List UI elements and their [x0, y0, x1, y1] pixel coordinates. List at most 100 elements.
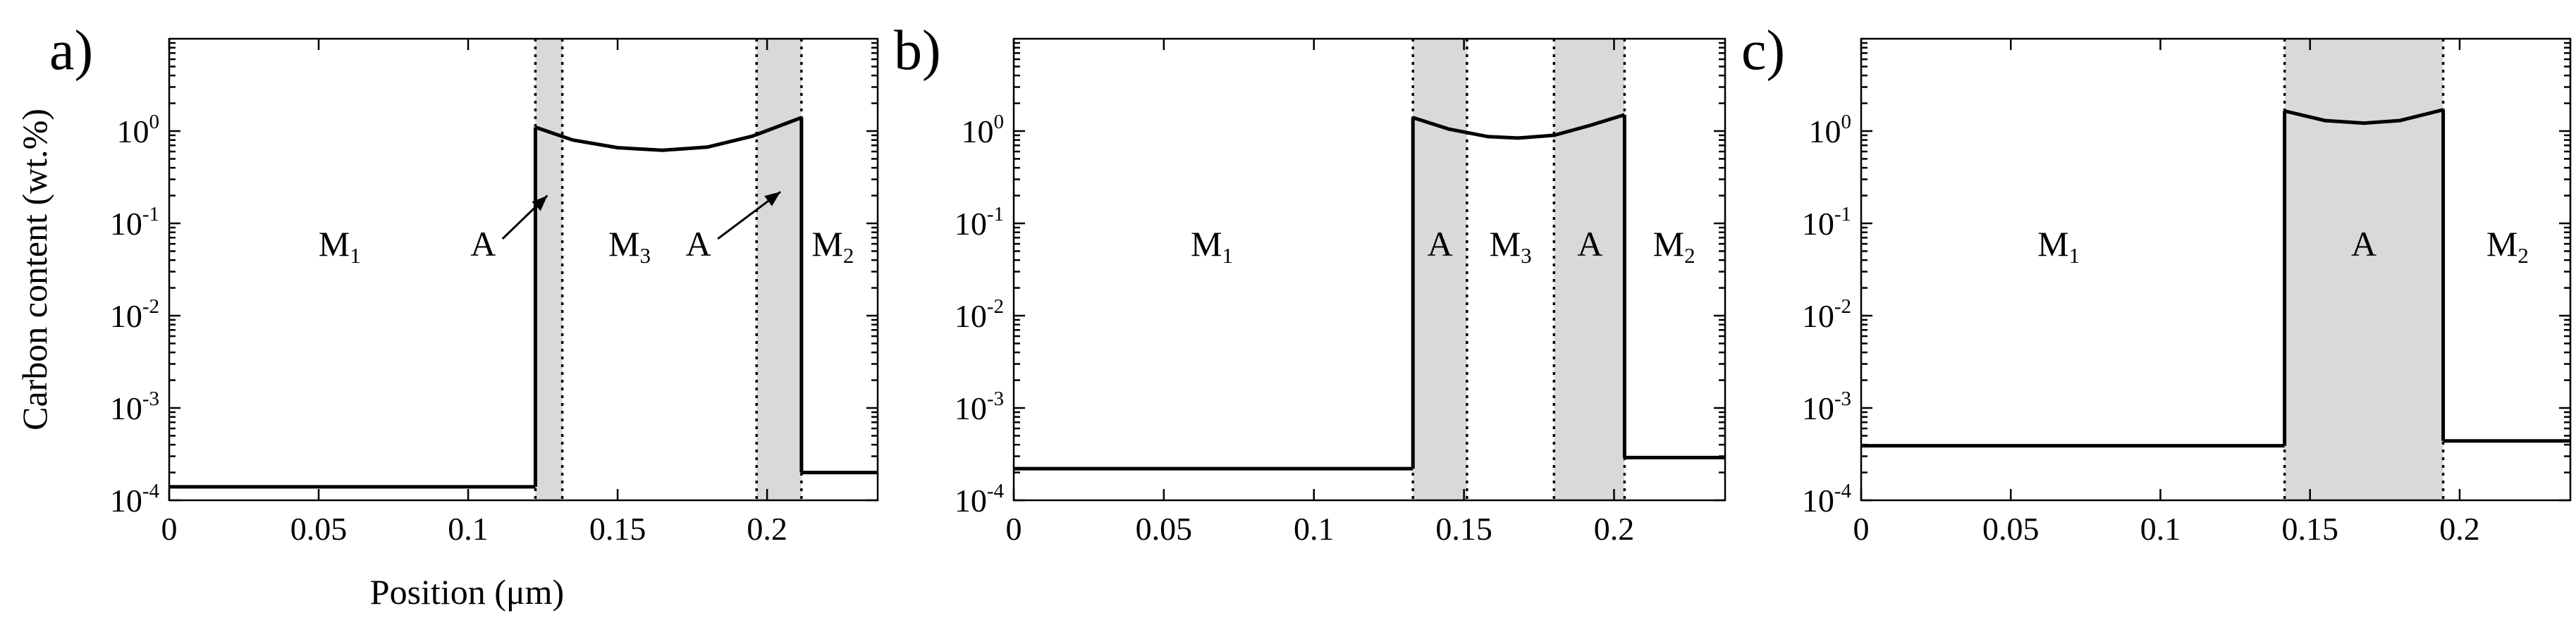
x-tick-label: 0.05	[1982, 511, 2040, 547]
x-tick-label: 0.15	[1435, 511, 1492, 547]
region-label-text: M	[1490, 224, 1521, 264]
y-tick-base: 10	[1809, 113, 1841, 149]
panel-label: b)	[894, 20, 941, 82]
region-label-text: M	[319, 224, 350, 264]
y-tick-exponent: 0	[1841, 111, 1852, 133]
region-label-text: M	[2486, 224, 2517, 264]
x-tick-label: 0.05	[290, 511, 348, 547]
plot-frame	[168, 37, 879, 502]
y-tick-exponent: -1	[987, 203, 1004, 225]
region-label-subscript: 2	[843, 243, 854, 268]
y-tick-base: 10	[110, 298, 142, 334]
region-label-text: M	[811, 224, 842, 264]
x-tick-label: 0.1	[1294, 511, 1335, 547]
y-tick-base: 10	[117, 113, 149, 149]
y-tick-exponent: -2	[987, 295, 1004, 318]
y-tick-label: 10-1	[110, 203, 159, 242]
plot-frame	[1860, 37, 2572, 502]
region-label-subscript: 2	[1684, 243, 1695, 268]
x-tick-label: 0.2	[2439, 511, 2480, 547]
x-tick-label: 0.1	[448, 511, 489, 547]
x-tick-label: 0.15	[2281, 511, 2338, 547]
region-label: A	[1427, 224, 1452, 264]
arrow-head	[532, 195, 548, 211]
region-label-subscript: 1	[1222, 243, 1233, 268]
y-tick-exponent: -4	[1834, 480, 1852, 502]
shaded-region	[756, 39, 802, 500]
region-label-text: A	[686, 224, 711, 264]
region-label: M3	[1490, 224, 1532, 268]
y-tick-label: 10-4	[1802, 480, 1852, 519]
shaded-region	[2284, 39, 2443, 500]
y-tick-label: 10-2	[110, 295, 159, 334]
region-label: A	[470, 224, 496, 264]
y-tick-base: 10	[1802, 298, 1834, 334]
region-label-text: M	[1191, 224, 1222, 264]
region-label-subscript: 3	[1521, 243, 1532, 268]
region-label-text: A	[470, 224, 496, 264]
y-tick-label: 10-3	[110, 388, 159, 426]
y-tick-base: 10	[1802, 390, 1834, 426]
y-tick-base: 10	[955, 298, 987, 334]
region-label: A	[686, 224, 711, 264]
region-label-subscript: 1	[350, 243, 361, 268]
y-tick-label: 10-2	[1802, 295, 1851, 334]
carbon-profile-segment	[1412, 113, 1626, 140]
x-tick-label: 0	[161, 511, 178, 547]
region-label-subscript: 1	[2069, 243, 2080, 268]
panel-label: a)	[49, 20, 93, 82]
carbon-profile-segment	[2284, 108, 2444, 125]
y-tick-exponent: -3	[142, 388, 159, 410]
region-label-subscript: 3	[640, 243, 651, 268]
y-tick-exponent: -3	[1834, 388, 1851, 410]
y-tick-base: 10	[110, 390, 142, 426]
y-tick-base: 10	[955, 206, 987, 242]
y-tick-label: 10-1	[1802, 203, 1851, 242]
region-label: M3	[608, 224, 651, 268]
region-label: M2	[811, 224, 854, 268]
y-tick-label: 10-1	[955, 203, 1004, 242]
shaded-region	[1554, 39, 1625, 500]
y-tick-base: 10	[110, 483, 142, 519]
y-tick-exponent: 0	[149, 111, 160, 133]
y-tick-label: 10-4	[110, 480, 160, 519]
y-tick-label: 100	[117, 111, 160, 149]
y-axis-label: Carbon content (wt.%)	[15, 109, 54, 431]
shaded-region	[1413, 39, 1467, 500]
region-label-text: A	[1427, 224, 1452, 264]
region-label: A	[1577, 224, 1602, 264]
x-tick-label: 0.2	[1594, 511, 1635, 547]
y-tick-label: 10-3	[955, 388, 1004, 426]
y-tick-label: 100	[1809, 111, 1852, 149]
shaded-region	[535, 39, 563, 500]
y-tick-exponent: -3	[987, 388, 1004, 410]
region-label: A	[2351, 224, 2376, 264]
y-tick-label: 10-4	[955, 480, 1005, 519]
y-tick-exponent: 0	[994, 111, 1005, 133]
y-tick-base: 10	[110, 206, 142, 242]
region-label: M1	[319, 224, 361, 268]
arrow-head	[764, 192, 781, 206]
region-label-text: M	[608, 224, 639, 264]
y-tick-base: 10	[955, 483, 987, 519]
y-tick-exponent: -1	[1834, 203, 1851, 225]
x-tick-label: 0	[1853, 511, 1870, 547]
x-tick-label: 0.2	[747, 511, 787, 547]
region-label: M1	[2037, 224, 2080, 268]
y-tick-label: 10-2	[955, 295, 1004, 334]
region-label-text: A	[2351, 224, 2376, 264]
carbon-profile-segment	[534, 116, 802, 152]
y-tick-label: 100	[962, 111, 1005, 149]
region-label: M1	[1191, 224, 1233, 268]
y-tick-exponent: -2	[1834, 295, 1851, 318]
x-axis-label: Position (μm)	[370, 572, 564, 612]
y-tick-label: 10-3	[1802, 388, 1851, 426]
region-label-subscript: 2	[2517, 243, 2529, 268]
x-tick-label: 0.05	[1136, 511, 1193, 547]
y-tick-exponent: -2	[142, 295, 159, 318]
x-tick-label: 0.15	[589, 511, 646, 547]
region-label-text: M	[2037, 224, 2068, 264]
